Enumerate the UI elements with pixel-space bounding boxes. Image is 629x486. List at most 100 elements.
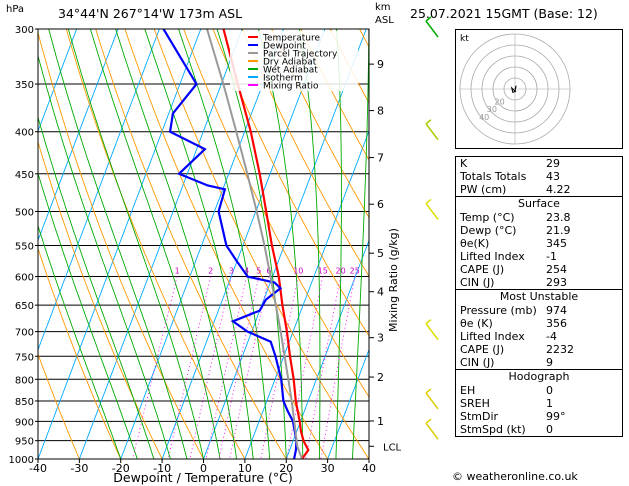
index-value: 4.22 [546,183,571,196]
pressure-tick-label: 450 [15,170,34,181]
km-unit-label: km [375,2,391,13]
mixing-ratio-line [305,276,342,459]
dry-adiabat-line [183,29,369,398]
surface-row: θe(K) 345 [456,237,622,250]
index-label: K [460,157,468,170]
mixing-ratio-label: 25 [350,267,360,276]
pressure-tick-label: 850 [15,397,34,408]
dry-adiabat-line [124,29,328,459]
pressure-tick-label: 600 [15,273,34,284]
wind-barb [425,323,439,341]
wind-barb [425,392,439,410]
pressure-tick-label: 350 [15,80,34,91]
wet-adiabat-line [351,29,369,459]
hodo-value: 99° [546,410,566,423]
dry-adiabat-line [212,29,369,337]
surface-value: 21.9 [546,224,571,237]
hodo-label: SREH [460,397,490,410]
mixing-ratio-line [189,276,232,459]
x-tick-label: -20 [112,462,130,475]
indices-top-block: K 29 Totals Totals 43 PW (cm) 4.22 [455,156,623,197]
hodo-value: 0 [546,384,553,397]
unstable-value: -4 [546,330,557,343]
unstable-value: 9 [546,356,553,369]
mixing-ratio-line [260,276,299,459]
wet-adiabat-line [144,29,254,459]
isotherm-line [203,29,367,459]
wet-adiabat-line [48,29,188,459]
isotherm-line [327,348,369,459]
unstable-row: Lifted Index -4 [456,330,622,343]
dewpoint-profile [162,29,298,459]
temperature-profile [222,29,310,459]
pressure-tick-label: 1000 [9,455,34,466]
wet-adiabat-line [89,29,221,459]
legend-label: Dry Adiabat [263,58,317,68]
unstable-value: 356 [546,317,567,330]
dry-adiabat-line [38,140,163,459]
wet-adiabat-line [38,171,138,459]
hodograph-indices-block: Hodograph EH 0 SREH 1 StmDir 99° StmSpd (kt) 0 [455,369,623,437]
pressure-tick-label: 550 [15,241,34,252]
wind-barb-flag [425,198,432,205]
hodograph-ring-label: 20 [495,97,505,106]
mixing-ratio-label: 15 [318,267,328,276]
x-tick-label: 40 [362,462,376,475]
index-row: Totals Totals 43 [456,170,622,183]
x-tick-label: 30 [321,462,335,475]
wind-barb-flag [425,418,432,424]
legend-label: Temperature [262,34,320,44]
unstable-label: Lifted Index [460,330,525,343]
km-tick-label: 5 [377,247,384,260]
index-row: PW (cm) 4.22 [456,183,622,196]
unstable-label: θe (K) [460,317,493,330]
surface-row: Lifted Index -1 [456,250,622,263]
surface-label: CAPE (J) [460,263,505,276]
km-tick-label: 2 [377,371,384,384]
surface-row: Dewp (°C) 21.9 [456,224,622,237]
hodograph-trace [510,85,517,93]
x-tick-label: 10 [238,462,252,475]
unstable-value: 974 [546,304,567,317]
x-tick-label: -40 [29,462,47,475]
index-row: K 29 [456,157,622,170]
legend-label: Isotherm [263,74,303,84]
hodo-row: StmSpd (kt) 0 [456,423,622,436]
surface-label: Lifted Index [460,250,525,263]
wind-barb-flag [425,16,432,22]
dry-adiabat-line [38,352,80,459]
wet-adiabat-line [115,29,238,459]
surface-block: Surface Temp (°C) 23.8 Dewp (°C) 21.9 θe(K) 3… [455,196,623,290]
km-tick-label: 6 [377,198,384,211]
wind-barb-flag [425,119,432,125]
unstable-label: CIN (J) [460,356,495,369]
km-tick-label: 7 [377,152,384,165]
mixing-ratio-label: 4 [244,267,249,276]
dry-adiabat-line [38,31,204,459]
pressure-tick-label: 400 [15,128,34,139]
unstable-row: CIN (J) 9 [456,356,622,369]
isotherm-line [38,29,119,242]
unstable-label: Pressure (mb) [460,304,537,317]
lcl-label: LCL [383,442,402,453]
dry-adiabat-line [38,247,122,459]
mixing-ratio-label: 10 [293,267,303,276]
km-tick-label: 8 [377,105,384,118]
hpa-unit-label: hPa [6,4,25,15]
pressure-tick-label: 700 [15,328,34,339]
x-axis-label: Dewpoint / Temperature (°C) [113,470,292,485]
dry-adiabat-line [300,29,369,161]
mixing-ratio-label: 2 [208,267,213,276]
hodo-value: 1 [546,397,553,410]
legend-label: Parcel Trajectory [263,50,338,60]
wet-adiabat-line [299,29,321,459]
legend-label: Wet Adiabat [263,66,318,76]
pressure-tick-label: 950 [15,437,34,448]
index-value: 43 [546,170,560,183]
wet-adiabat-line [38,54,171,459]
dry-adiabat-line [241,29,369,278]
most-unstable-title: Most Unstable [499,290,579,303]
pressure-tick-label: 750 [15,352,34,363]
x-tick-label: -10 [153,462,171,475]
